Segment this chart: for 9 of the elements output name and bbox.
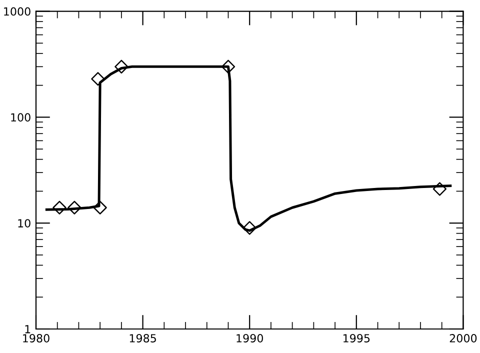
x-tick-label: 1985 xyxy=(130,334,156,342)
y-tick-label: 100 xyxy=(11,113,30,122)
y-tick-label: 1 xyxy=(25,325,30,334)
x-tick-label: 1990 xyxy=(236,334,263,342)
x-tick-label: 1980 xyxy=(23,334,50,342)
y-tick-label: 1000 xyxy=(4,7,30,16)
x-tick-label: 1995 xyxy=(343,334,370,342)
x-tick-label: 2000 xyxy=(450,334,477,342)
y-tick-label: 10 xyxy=(18,219,30,228)
